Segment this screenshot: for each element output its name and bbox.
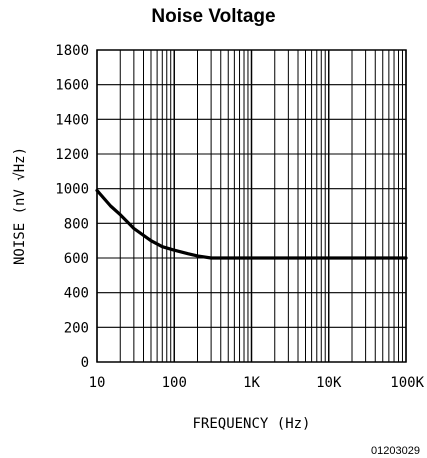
- y-tick-label: 200: [64, 320, 89, 336]
- noise-curve: [95, 188, 408, 260]
- figure-code: 01203029: [371, 445, 420, 457]
- y-tick-labels: 0 200 400 600 800 1000 1200 1400 1600 1800: [55, 43, 89, 371]
- grid-lines: [96, 49, 407, 363]
- x-tick-label: 1K: [243, 375, 260, 391]
- y-axis-label: NOISE (nV √Hz): [12, 147, 28, 265]
- plot-frame: [96, 49, 407, 363]
- y-tick-label: 0: [81, 355, 89, 371]
- x-tick-label: 100: [162, 375, 187, 391]
- chart-title: Noise Voltage: [151, 6, 276, 27]
- y-tick-label: 1600: [55, 78, 89, 94]
- y-tick-label: 400: [64, 286, 89, 302]
- y-tick-label: 1000: [55, 182, 89, 198]
- y-tick-label: 1800: [55, 43, 89, 59]
- x-axis-label: FREQUENCY (Hz): [192, 416, 310, 432]
- y-tick-label: 600: [64, 251, 89, 267]
- x-tick-labels: 10 100 1K 10K 100K: [89, 375, 425, 391]
- x-tick-label: 10: [89, 375, 106, 391]
- x-tick-label: 10K: [316, 375, 342, 391]
- y-tick-label: 800: [64, 216, 89, 232]
- y-tick-label: 1400: [55, 112, 89, 128]
- x-tick-label: 100K: [390, 375, 424, 391]
- y-tick-label: 1200: [55, 147, 89, 163]
